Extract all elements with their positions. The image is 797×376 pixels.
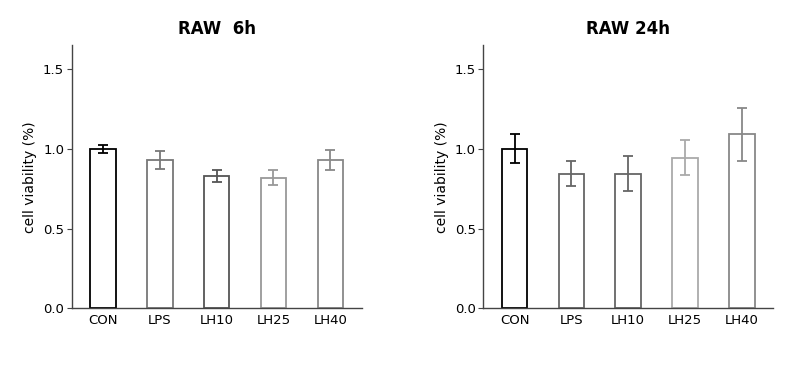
Bar bbox=[672, 158, 698, 308]
Y-axis label: cell viability (%): cell viability (%) bbox=[435, 121, 449, 232]
Y-axis label: cell viability (%): cell viability (%) bbox=[23, 121, 37, 232]
Title: RAW 24h: RAW 24h bbox=[586, 20, 670, 38]
Bar bbox=[204, 176, 230, 308]
Bar bbox=[90, 149, 116, 308]
Bar bbox=[317, 160, 343, 308]
Bar bbox=[559, 174, 584, 308]
Bar bbox=[729, 135, 755, 308]
Bar bbox=[147, 160, 173, 308]
Title: RAW  6h: RAW 6h bbox=[178, 20, 256, 38]
Bar bbox=[502, 149, 528, 308]
Bar bbox=[615, 174, 641, 308]
Bar bbox=[261, 177, 286, 308]
